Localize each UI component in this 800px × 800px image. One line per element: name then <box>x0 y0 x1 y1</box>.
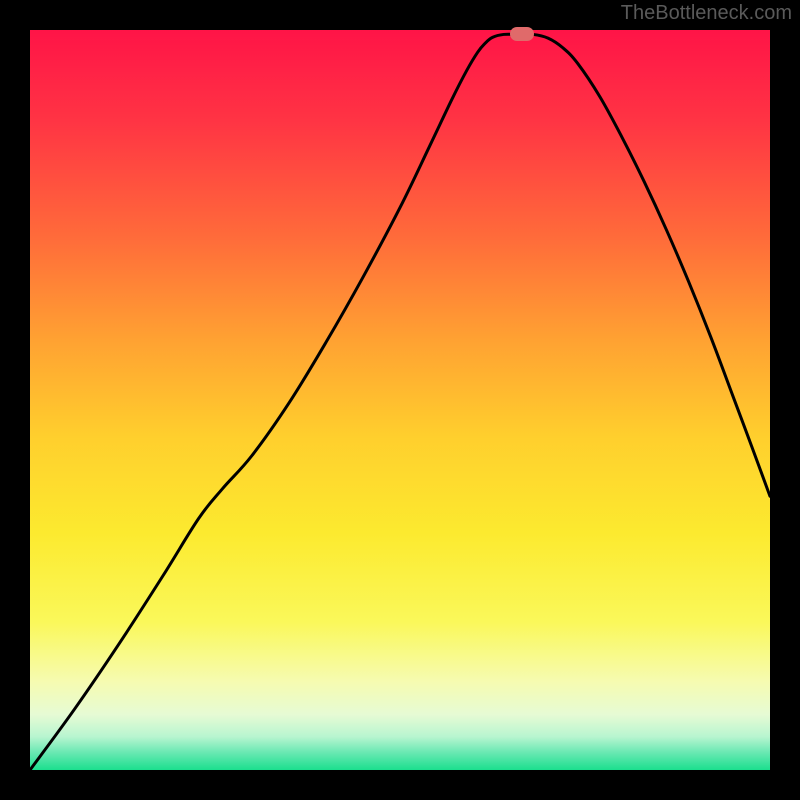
optimal-marker <box>510 27 534 41</box>
chart-plot-area <box>30 30 770 770</box>
attribution-text: TheBottleneck.com <box>621 2 792 25</box>
bottleneck-curve <box>30 30 770 770</box>
